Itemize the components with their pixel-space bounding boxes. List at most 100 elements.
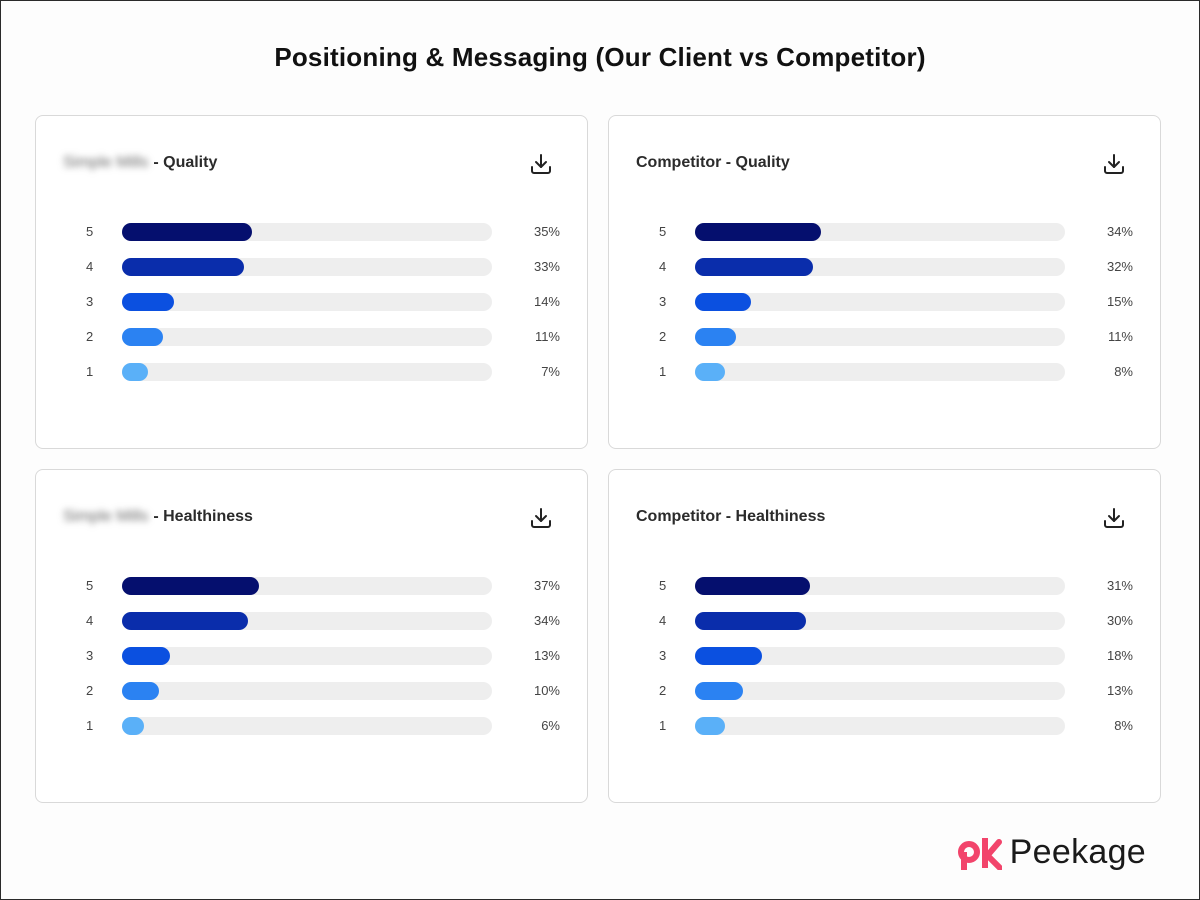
rating-label: 4 bbox=[86, 259, 94, 274]
bar-fill bbox=[122, 612, 248, 630]
card-title: Simple Mills - Healthiness bbox=[63, 508, 253, 526]
rating-label: 5 bbox=[659, 578, 667, 593]
rating-label: 3 bbox=[659, 648, 667, 663]
percentage-label: 10% bbox=[533, 683, 560, 698]
bar-track bbox=[122, 612, 492, 630]
percentage-label: 18% bbox=[1106, 648, 1133, 663]
percentage-label: 37% bbox=[533, 578, 560, 593]
percentage-label: 8% bbox=[1114, 718, 1133, 733]
download-button[interactable] bbox=[1100, 150, 1128, 178]
bar-fill bbox=[695, 293, 751, 311]
rating-label: 2 bbox=[659, 329, 667, 344]
rating-label: 5 bbox=[86, 578, 94, 593]
percentage-label: 32% bbox=[1106, 259, 1133, 274]
bar-row: 2 11% bbox=[36, 328, 587, 346]
bar-row: 4 33% bbox=[36, 258, 587, 276]
bar-track bbox=[122, 258, 492, 276]
chart-card-client-healthiness: Simple Mills - Healthiness 5 37% 4 34% 3 13% 2… bbox=[35, 469, 588, 803]
bar-row: 4 34% bbox=[36, 612, 587, 630]
bar-fill bbox=[695, 647, 762, 665]
card-title-text: - Quality bbox=[153, 154, 218, 171]
bar-chart: 5 35% 4 33% 3 14% 2 11% 1 7% bbox=[36, 116, 587, 448]
rating-label: 1 bbox=[86, 364, 94, 379]
card-title-text: Competitor - Quality bbox=[636, 154, 790, 171]
rating-label: 4 bbox=[86, 613, 94, 628]
percentage-label: 34% bbox=[1106, 224, 1133, 239]
bar-row: 4 32% bbox=[609, 258, 1160, 276]
bar-fill bbox=[122, 647, 171, 665]
rating-label: 4 bbox=[659, 613, 667, 628]
percentage-label: 13% bbox=[533, 648, 560, 663]
peekage-logo: Peekage bbox=[957, 833, 1146, 872]
bar-track bbox=[695, 682, 1065, 700]
bar-row: 2 11% bbox=[609, 328, 1160, 346]
rating-label: 3 bbox=[86, 648, 94, 663]
bar-track bbox=[695, 258, 1065, 276]
bar-track bbox=[695, 647, 1065, 665]
chart-card-client-quality: Simple Mills - Quality 5 35% 4 33% 3 14% 2 11% 1… bbox=[35, 115, 588, 449]
bar-fill bbox=[122, 328, 163, 346]
rating-label: 1 bbox=[659, 364, 667, 379]
bar-track bbox=[695, 577, 1065, 595]
rating-label: 3 bbox=[659, 294, 667, 309]
rating-label: 3 bbox=[86, 294, 94, 309]
bar-track bbox=[695, 293, 1065, 311]
bar-track bbox=[122, 293, 492, 311]
percentage-label: 11% bbox=[534, 329, 560, 344]
bar-row: 1 8% bbox=[609, 717, 1160, 735]
bar-chart: 5 37% 4 34% 3 13% 2 10% 1 6% bbox=[36, 470, 587, 802]
download-icon bbox=[531, 508, 551, 528]
bar-fill bbox=[695, 328, 736, 346]
bar-row: 1 7% bbox=[36, 363, 587, 381]
bar-fill bbox=[122, 293, 174, 311]
bar-chart: 5 34% 4 32% 3 15% 2 11% 1 8% bbox=[609, 116, 1160, 448]
percentage-label: 33% bbox=[533, 259, 560, 274]
bar-fill bbox=[695, 682, 744, 700]
bar-row: 1 8% bbox=[609, 363, 1160, 381]
bar-row: 3 15% bbox=[609, 293, 1160, 311]
bar-track bbox=[695, 328, 1065, 346]
percentage-label: 14% bbox=[533, 294, 560, 309]
bar-row: 2 10% bbox=[36, 682, 587, 700]
bar-track bbox=[122, 647, 492, 665]
bar-track bbox=[122, 328, 492, 346]
bar-track bbox=[695, 223, 1065, 241]
bar-row: 5 31% bbox=[609, 577, 1160, 595]
bar-fill bbox=[695, 717, 725, 735]
bar-fill bbox=[695, 612, 806, 630]
bar-fill bbox=[122, 223, 252, 241]
download-button[interactable] bbox=[1100, 504, 1128, 532]
blurred-brand-name: Simple Mills bbox=[63, 508, 149, 525]
bar-fill bbox=[122, 577, 259, 595]
download-button[interactable] bbox=[527, 150, 555, 178]
bar-track bbox=[122, 717, 492, 735]
brand-name: Peekage bbox=[1009, 833, 1146, 871]
download-icon bbox=[1104, 508, 1124, 528]
download-button[interactable] bbox=[527, 504, 555, 532]
bar-fill bbox=[695, 223, 821, 241]
bar-track bbox=[695, 717, 1065, 735]
bar-fill bbox=[122, 682, 159, 700]
percentage-label: 8% bbox=[1114, 364, 1133, 379]
rating-label: 2 bbox=[86, 329, 94, 344]
percentage-label: 11% bbox=[1107, 329, 1133, 344]
bar-chart: 5 31% 4 30% 3 18% 2 13% 1 8% bbox=[609, 470, 1160, 802]
rating-label: 2 bbox=[86, 683, 94, 698]
chart-card-competitor-healthiness: Competitor - Healthiness 5 31% 4 30% 3 18% 2 13… bbox=[608, 469, 1161, 803]
percentage-label: 30% bbox=[1106, 613, 1133, 628]
rating-label: 1 bbox=[86, 718, 94, 733]
bar-fill bbox=[122, 363, 148, 381]
blurred-brand-name: Simple Mills bbox=[63, 154, 149, 171]
bar-row: 5 34% bbox=[609, 223, 1160, 241]
percentage-label: 35% bbox=[533, 224, 560, 239]
page-title: Positioning & Messaging (Our Client vs C… bbox=[274, 42, 926, 72]
bar-track bbox=[122, 223, 492, 241]
bar-row: 1 6% bbox=[36, 717, 587, 735]
bar-row: 3 14% bbox=[36, 293, 587, 311]
bar-row: 5 37% bbox=[36, 577, 587, 595]
percentage-label: 15% bbox=[1106, 294, 1133, 309]
bar-fill bbox=[695, 363, 725, 381]
percentage-label: 31% bbox=[1106, 578, 1133, 593]
card-title: Competitor - Quality bbox=[636, 154, 790, 172]
rating-label: 2 bbox=[659, 683, 667, 698]
